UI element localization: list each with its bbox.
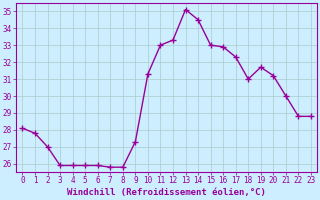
X-axis label: Windchill (Refroidissement éolien,°C): Windchill (Refroidissement éolien,°C) bbox=[67, 188, 266, 197]
